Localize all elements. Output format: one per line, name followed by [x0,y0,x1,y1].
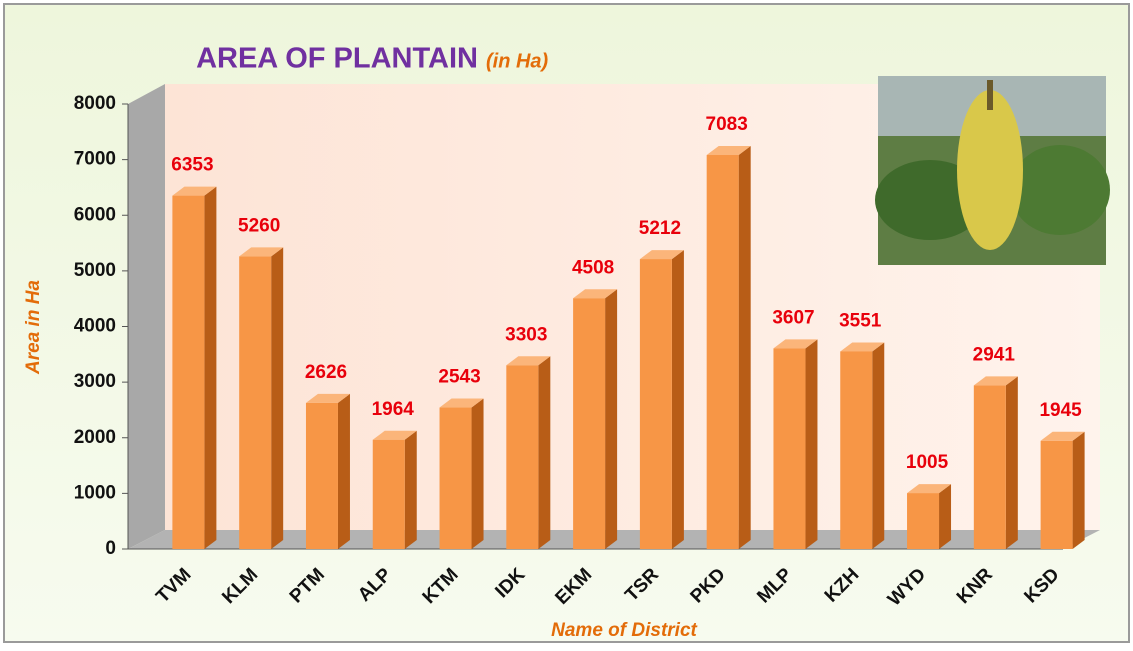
bar [440,408,472,549]
y-tick-label: 5000 [74,260,116,281]
photo-bananas [957,90,1023,250]
bar [1041,441,1073,549]
chart-title: AREA OF PLANTAIN [196,43,478,75]
photo [875,76,1110,265]
bar-side [1073,432,1085,549]
data-label: 1945 [1039,400,1082,421]
data-label: 6353 [171,155,213,176]
bar [707,155,739,549]
y-tick-label: 7000 [74,149,116,170]
bar-side [538,356,550,549]
y-tick-label: 6000 [74,204,116,225]
bar [840,351,872,549]
bar [172,196,204,549]
bar-side [204,187,216,549]
bar-side [405,431,417,549]
y-tick-label: 1000 [74,482,116,503]
data-label: 1005 [906,452,949,473]
bar-side [472,399,484,549]
bar [573,298,605,549]
bar [306,403,338,549]
bar [907,493,939,549]
x-axis-label: Name of District [551,620,697,641]
data-label: 1964 [372,399,415,420]
bar [640,259,672,549]
data-label: 2941 [973,344,1016,365]
bar-side [872,342,884,549]
bar-side [739,146,751,549]
chart: AREA OF PLANTAIN (in Ha) Area in Ha Name… [0,0,1133,646]
bar [373,440,405,549]
bar-side [338,394,350,549]
data-label: 3303 [505,324,547,345]
bar [506,365,538,549]
bar-side [271,247,283,549]
bar [239,256,271,549]
side-wall [128,84,165,549]
bar-side [672,250,684,549]
data-label: 5212 [639,218,681,239]
bar-side [1006,376,1018,549]
bar-side [805,339,817,549]
data-label: 2626 [305,362,347,383]
data-label: 5260 [238,215,280,236]
photo-leaf [1010,145,1110,235]
y-tick-label: 4000 [74,316,116,337]
data-label: 3551 [839,310,882,331]
bar [773,348,805,549]
y-tick-label: 3000 [74,371,116,392]
chart-subtitle: (in Ha) [486,50,549,72]
y-tick-label: 8000 [74,93,116,114]
y-axis-label: Area in Ha [23,280,44,375]
bar [974,385,1006,549]
data-label: 4508 [572,257,614,278]
data-label: 3607 [772,307,814,328]
bar-side [939,484,951,549]
data-label: 2543 [438,367,480,388]
y-tick-label: 0 [105,538,116,559]
bar-side [605,289,617,549]
photo-stem [987,80,993,110]
data-label: 7083 [706,114,748,135]
y-tick-label: 2000 [74,427,116,448]
